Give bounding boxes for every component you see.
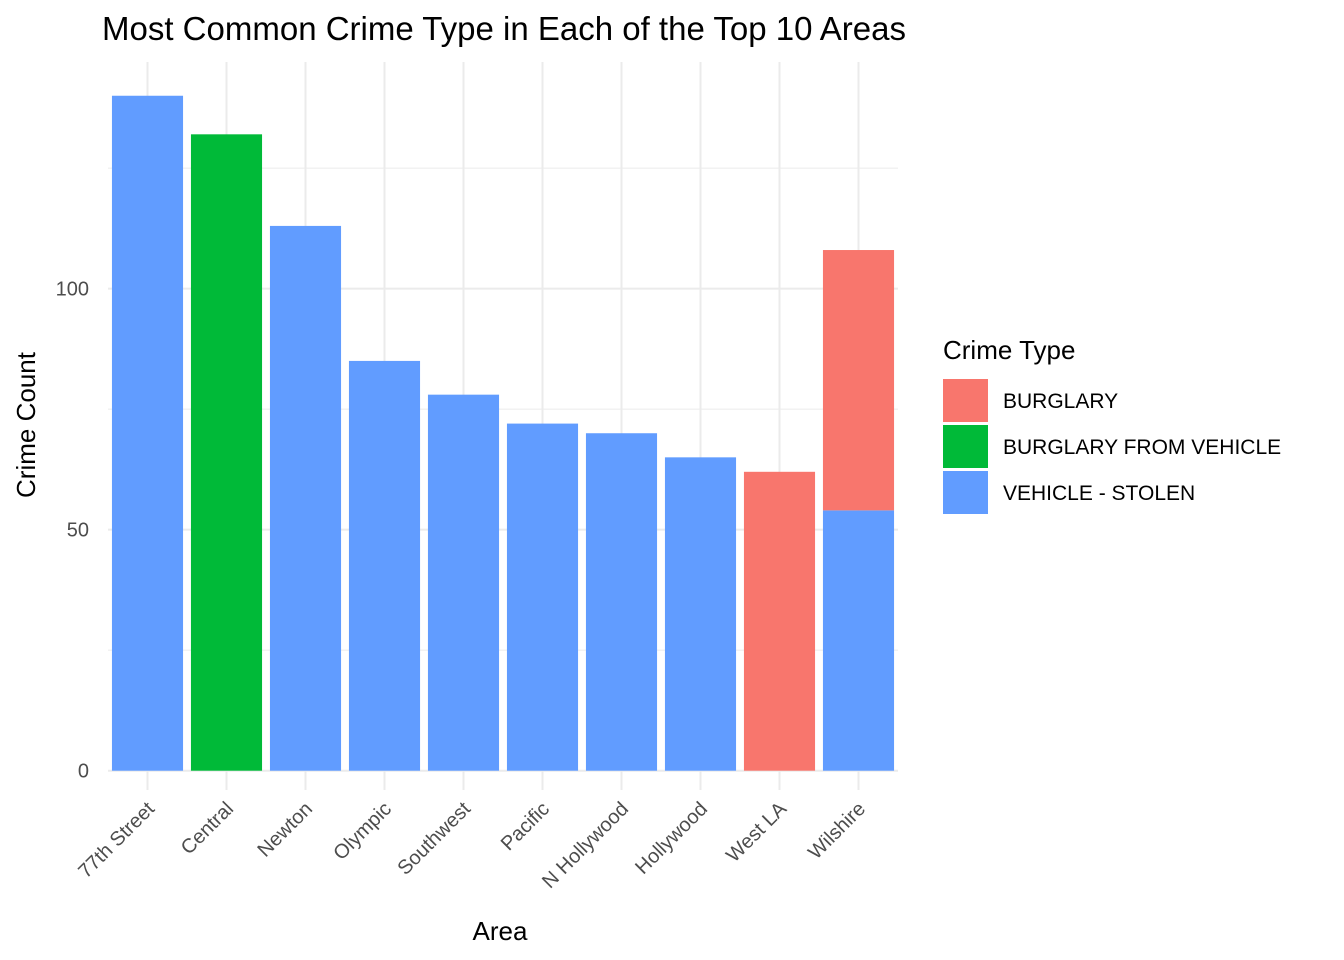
bar: [743, 471, 816, 771]
x-tick-label: Southwest: [393, 798, 475, 880]
y-axis-ticks: 0 50 100: [56, 279, 89, 783]
chart-title: Most Common Crime Type in Each of the To…: [102, 10, 906, 47]
x-tick-label: Hollywood: [631, 798, 712, 879]
bar: [822, 250, 895, 511]
bar: [427, 394, 500, 771]
x-axis-ticks: 77th Street Central Newton OlympicSouthwest…: [74, 798, 870, 893]
legend-label: VEHICLE - STOLEN: [1003, 482, 1195, 505]
legend-items: BURGLARY BURGLARY FROM VEHICLE VEHICLE - S…: [943, 379, 1281, 514]
legend-swatch: [943, 379, 988, 422]
legend-title: Crime Type: [943, 335, 1075, 365]
x-tick-label: Central: [177, 798, 238, 859]
y-axis-title: Crime Count: [11, 351, 41, 498]
x-tick-label: 77th Street: [74, 798, 159, 883]
x-tick-label: Wilshire: [804, 798, 870, 864]
bar: [348, 360, 421, 771]
x-axis-title: Area: [473, 916, 528, 946]
y-tick-label: 0: [78, 761, 89, 783]
bar: [822, 510, 895, 771]
bar: [269, 225, 342, 771]
bar: [585, 433, 658, 771]
x-tick-label: West LA: [722, 798, 791, 867]
legend-label: BURGLARY FROM VEHICLE: [1003, 436, 1281, 459]
x-tick-label: Newton: [254, 798, 318, 862]
legend-label: BURGLARY: [1003, 390, 1118, 413]
bar: [664, 457, 737, 771]
legend-swatch: [943, 471, 988, 514]
bar: [111, 95, 184, 771]
legend: Crime Type BURGLARY BURGLARY FROM VEHICLE…: [943, 335, 1281, 514]
bar: [190, 134, 263, 771]
bar: [506, 423, 579, 771]
y-tick-label: 50: [67, 520, 89, 542]
bars: [111, 95, 895, 771]
x-tick-label: Olympic: [329, 798, 396, 865]
y-tick-label: 100: [56, 279, 89, 301]
x-tick-label: Pacific: [497, 798, 554, 855]
legend-swatch: [943, 425, 988, 468]
